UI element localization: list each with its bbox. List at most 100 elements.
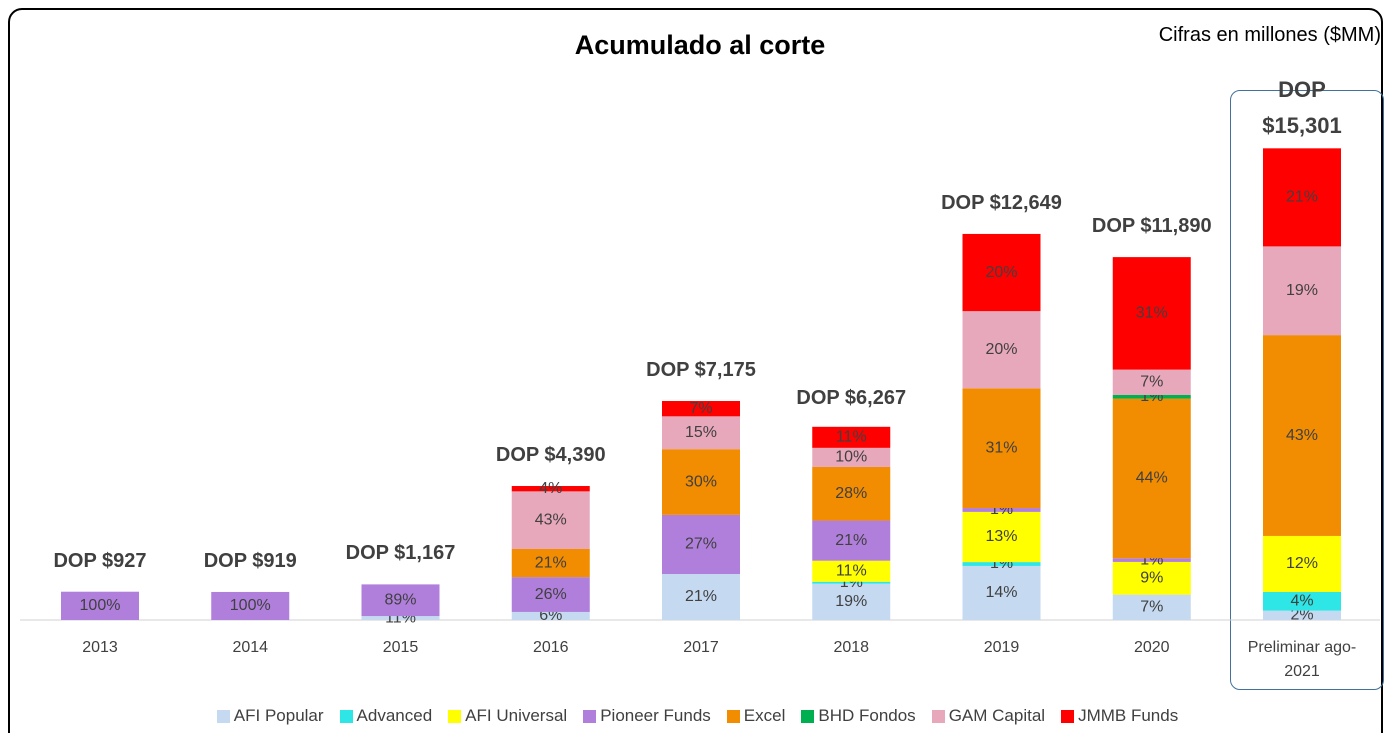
- segment-label: 31%: [1136, 305, 1168, 322]
- segment-label: 12%: [1286, 555, 1318, 572]
- legend-swatch: [1061, 709, 1075, 723]
- legend-swatch: [216, 709, 230, 723]
- bar-segment: [1112, 561, 1191, 595]
- total-label: DOP $6,267: [796, 386, 907, 409]
- legend-item: Advanced: [339, 706, 432, 726]
- segment-label: 100%: [80, 597, 121, 614]
- x-tick-label: 2015: [382, 639, 419, 656]
- legend-label: Excel: [743, 706, 786, 725]
- segment-label: 43%: [535, 511, 567, 528]
- segment-label: 20%: [985, 264, 1017, 281]
- chart-title: Acumulado al corte: [574, 30, 826, 60]
- bar-segment: [1263, 148, 1341, 247]
- segment-label: 20%: [985, 341, 1017, 358]
- bar-segment: [511, 548, 590, 578]
- segment-label: 4%: [539, 480, 562, 497]
- segment-label: 14%: [985, 584, 1017, 601]
- segment-label: 21%: [835, 532, 867, 549]
- segment-label: 21%: [1286, 189, 1318, 206]
- bar-segment: [1263, 335, 1341, 536]
- segment-label: 26%: [535, 586, 567, 603]
- bar-segment: [962, 511, 1041, 563]
- x-tick-label: 2014: [232, 639, 269, 656]
- segment-label: 100%: [230, 597, 271, 614]
- bar-segment: [962, 311, 1041, 389]
- legend: AFI Popular Advanced AFI Universal Pioneer …: [0, 706, 1395, 726]
- segment-label: 44%: [1136, 470, 1168, 487]
- segment-label: 89%: [384, 591, 416, 608]
- legend-item: GAM Capital: [931, 706, 1045, 726]
- segment-label: 7%: [689, 400, 712, 417]
- bar-segment: [511, 486, 590, 492]
- chart-subtitle: Cifras en millones ($MM): [1158, 24, 1381, 46]
- segment-label: 19%: [835, 593, 867, 610]
- highlight-box: [1230, 90, 1384, 690]
- segment-label: 13%: [985, 528, 1017, 545]
- bar-segment: [962, 508, 1041, 512]
- bar-segment: [812, 466, 891, 521]
- legend-swatch: [726, 709, 740, 723]
- x-tick-label: 2013: [82, 639, 118, 656]
- legend-item: BHD Fondos: [801, 706, 916, 726]
- bar-segment: [511, 491, 590, 549]
- segment-label: 7%: [1140, 599, 1163, 616]
- segment-label: 11%: [836, 562, 867, 579]
- bar-segment: [962, 388, 1041, 509]
- segment-label: 15%: [685, 424, 717, 441]
- legend-label: Pioneer Funds: [600, 706, 711, 725]
- bar-segment: [1263, 610, 1341, 620]
- segment-label: 30%: [685, 473, 717, 490]
- x-tick-label: 2016: [532, 639, 569, 656]
- legend-item: Pioneer Funds: [583, 706, 711, 726]
- legend-item: AFI Universal: [448, 706, 567, 726]
- segment-label: 43%: [1286, 427, 1318, 444]
- bar-segment: [1112, 558, 1191, 562]
- legend-item: Excel: [726, 706, 786, 726]
- bar-segment: [1112, 257, 1191, 370]
- segment-label: 31%: [985, 439, 1017, 456]
- bar-segment: [662, 401, 740, 417]
- bar-segment: [962, 565, 1041, 620]
- total-label: DOP $919: [203, 549, 297, 572]
- legend-label: AFI Popular: [233, 706, 324, 725]
- bar-segment: [812, 581, 891, 584]
- bar-segment: [662, 416, 740, 450]
- x-tick-label: Preliminar ago-2021: [1247, 639, 1357, 680]
- bar-segment: [361, 584, 440, 617]
- bar-segment: [962, 562, 1041, 566]
- total-label: DOP $15,301: [1262, 77, 1342, 138]
- bar-segment: [812, 520, 891, 561]
- bar-segment: [511, 577, 590, 612]
- total-label: DOP $927: [53, 549, 147, 572]
- bar-segment: [962, 233, 1041, 312]
- bar-segment: [812, 583, 891, 620]
- total-label: DOP $1,167: [345, 542, 456, 565]
- total-label: DOP $7,175: [646, 359, 756, 381]
- bar-segment: [61, 591, 139, 620]
- bar-segment: [1263, 246, 1341, 336]
- segment-label: 2%: [1290, 607, 1313, 624]
- legend-swatch: [801, 709, 815, 723]
- legend-swatch: [583, 709, 597, 723]
- segment-label: 7%: [1140, 374, 1163, 391]
- total-label: DOP $4,390: [495, 444, 606, 466]
- legend-swatch: [448, 709, 462, 723]
- bar-segment: [1112, 398, 1191, 559]
- bar-segment: [1112, 369, 1191, 396]
- segment-label: 4%: [1290, 593, 1313, 610]
- bar-segment: [1263, 591, 1341, 611]
- bar-segment: [812, 560, 891, 582]
- bar-segment: [662, 574, 740, 620]
- total-label: DOP $11,890: [1091, 215, 1212, 238]
- legend-swatch: [931, 709, 945, 723]
- legend-item: JMMB Funds: [1061, 706, 1178, 726]
- legend-label: BHD Fondos: [818, 706, 916, 725]
- bar-segment: [1112, 594, 1191, 620]
- segment-label: 27%: [685, 536, 717, 553]
- segment-label: 10%: [835, 449, 867, 466]
- segment-label: 21%: [535, 554, 567, 571]
- bar-segment: [1112, 395, 1191, 399]
- segment-label: 9%: [1140, 569, 1163, 586]
- bar-segment: [812, 447, 891, 467]
